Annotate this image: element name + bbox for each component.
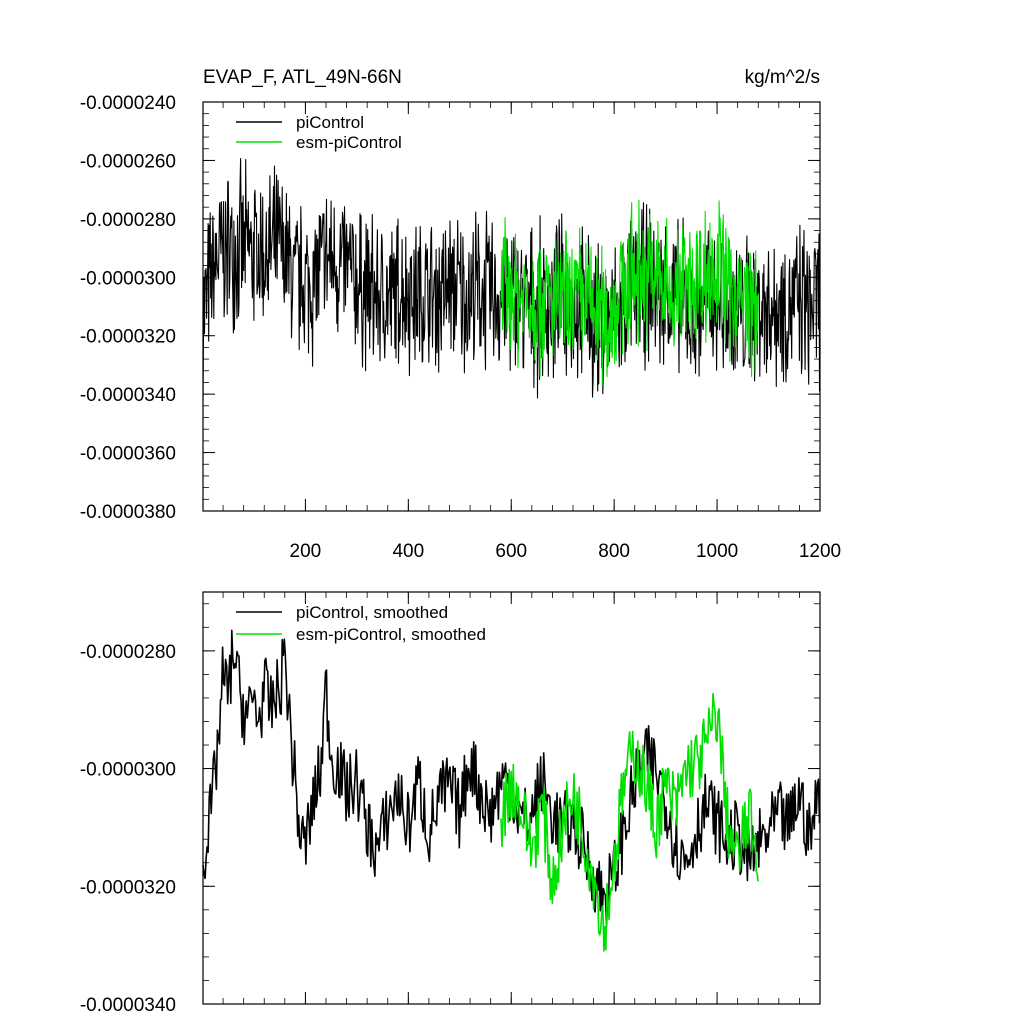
legend-label-picontrol: piControl <box>296 113 364 132</box>
x-tick-label: 1000 <box>696 541 738 562</box>
top-panel: EVAP_F, ATL_49N-66N kg/m^2/s -0.0000240-… <box>80 67 841 562</box>
top-series-line-esm-picontrol <box>500 199 759 386</box>
legend-label-picontrol-smoothed: piControl, smoothed <box>296 603 448 622</box>
legend-label-esm-picontrol-smoothed: esm-piControl, smoothed <box>296 625 486 644</box>
y-tick-label: -0.0000360 <box>80 444 176 465</box>
legend-label-esm-picontrol: esm-piControl <box>296 133 402 152</box>
y-tick-label: -0.0000240 <box>80 93 176 114</box>
y-tick-label: -0.0000300 <box>80 760 176 781</box>
bottom-series-line-esm-picontrol <box>500 692 759 952</box>
x-tick-label: 600 <box>495 541 527 562</box>
y-tick-label: -0.0000320 <box>80 877 176 898</box>
bottom-panel: -0.0000280 -0.0000300 -0.0000320 -0.0000340… <box>80 591 821 1016</box>
x-tick-label: 400 <box>392 541 424 562</box>
y-tick-label: -0.0000300 <box>80 268 176 289</box>
bottom-series-group <box>202 629 821 952</box>
y-tick-label: -0.0000380 <box>80 502 176 523</box>
chart-title: EVAP_F, ATL_49N-66N <box>203 67 402 88</box>
top-axes: -0.0000240 -0.0000260 -0.0000280 -0.0000300… <box>80 93 841 562</box>
y-tick-label: -0.0000280 <box>80 642 176 663</box>
x-tick-label: 800 <box>598 541 630 562</box>
top-legend: piControl esm-piControl <box>236 113 402 152</box>
units-label: kg/m^2/s <box>745 67 820 88</box>
y-tick-label: -0.0000340 <box>80 995 176 1016</box>
top-series-group <box>202 157 821 402</box>
y-tick-label: -0.0000320 <box>80 327 176 348</box>
bottom-legend: piControl, smoothed esm-piControl, smoot… <box>236 603 486 644</box>
x-tick-label: 200 <box>290 541 322 562</box>
bottom-axes: -0.0000280 -0.0000300 -0.0000320 -0.0000340 <box>80 592 821 1016</box>
x-tick-label: 1200 <box>799 541 841 562</box>
y-tick-label: -0.0000340 <box>80 385 176 406</box>
y-tick-label: -0.0000280 <box>80 210 176 231</box>
y-tick-label: -0.0000260 <box>80 151 176 172</box>
